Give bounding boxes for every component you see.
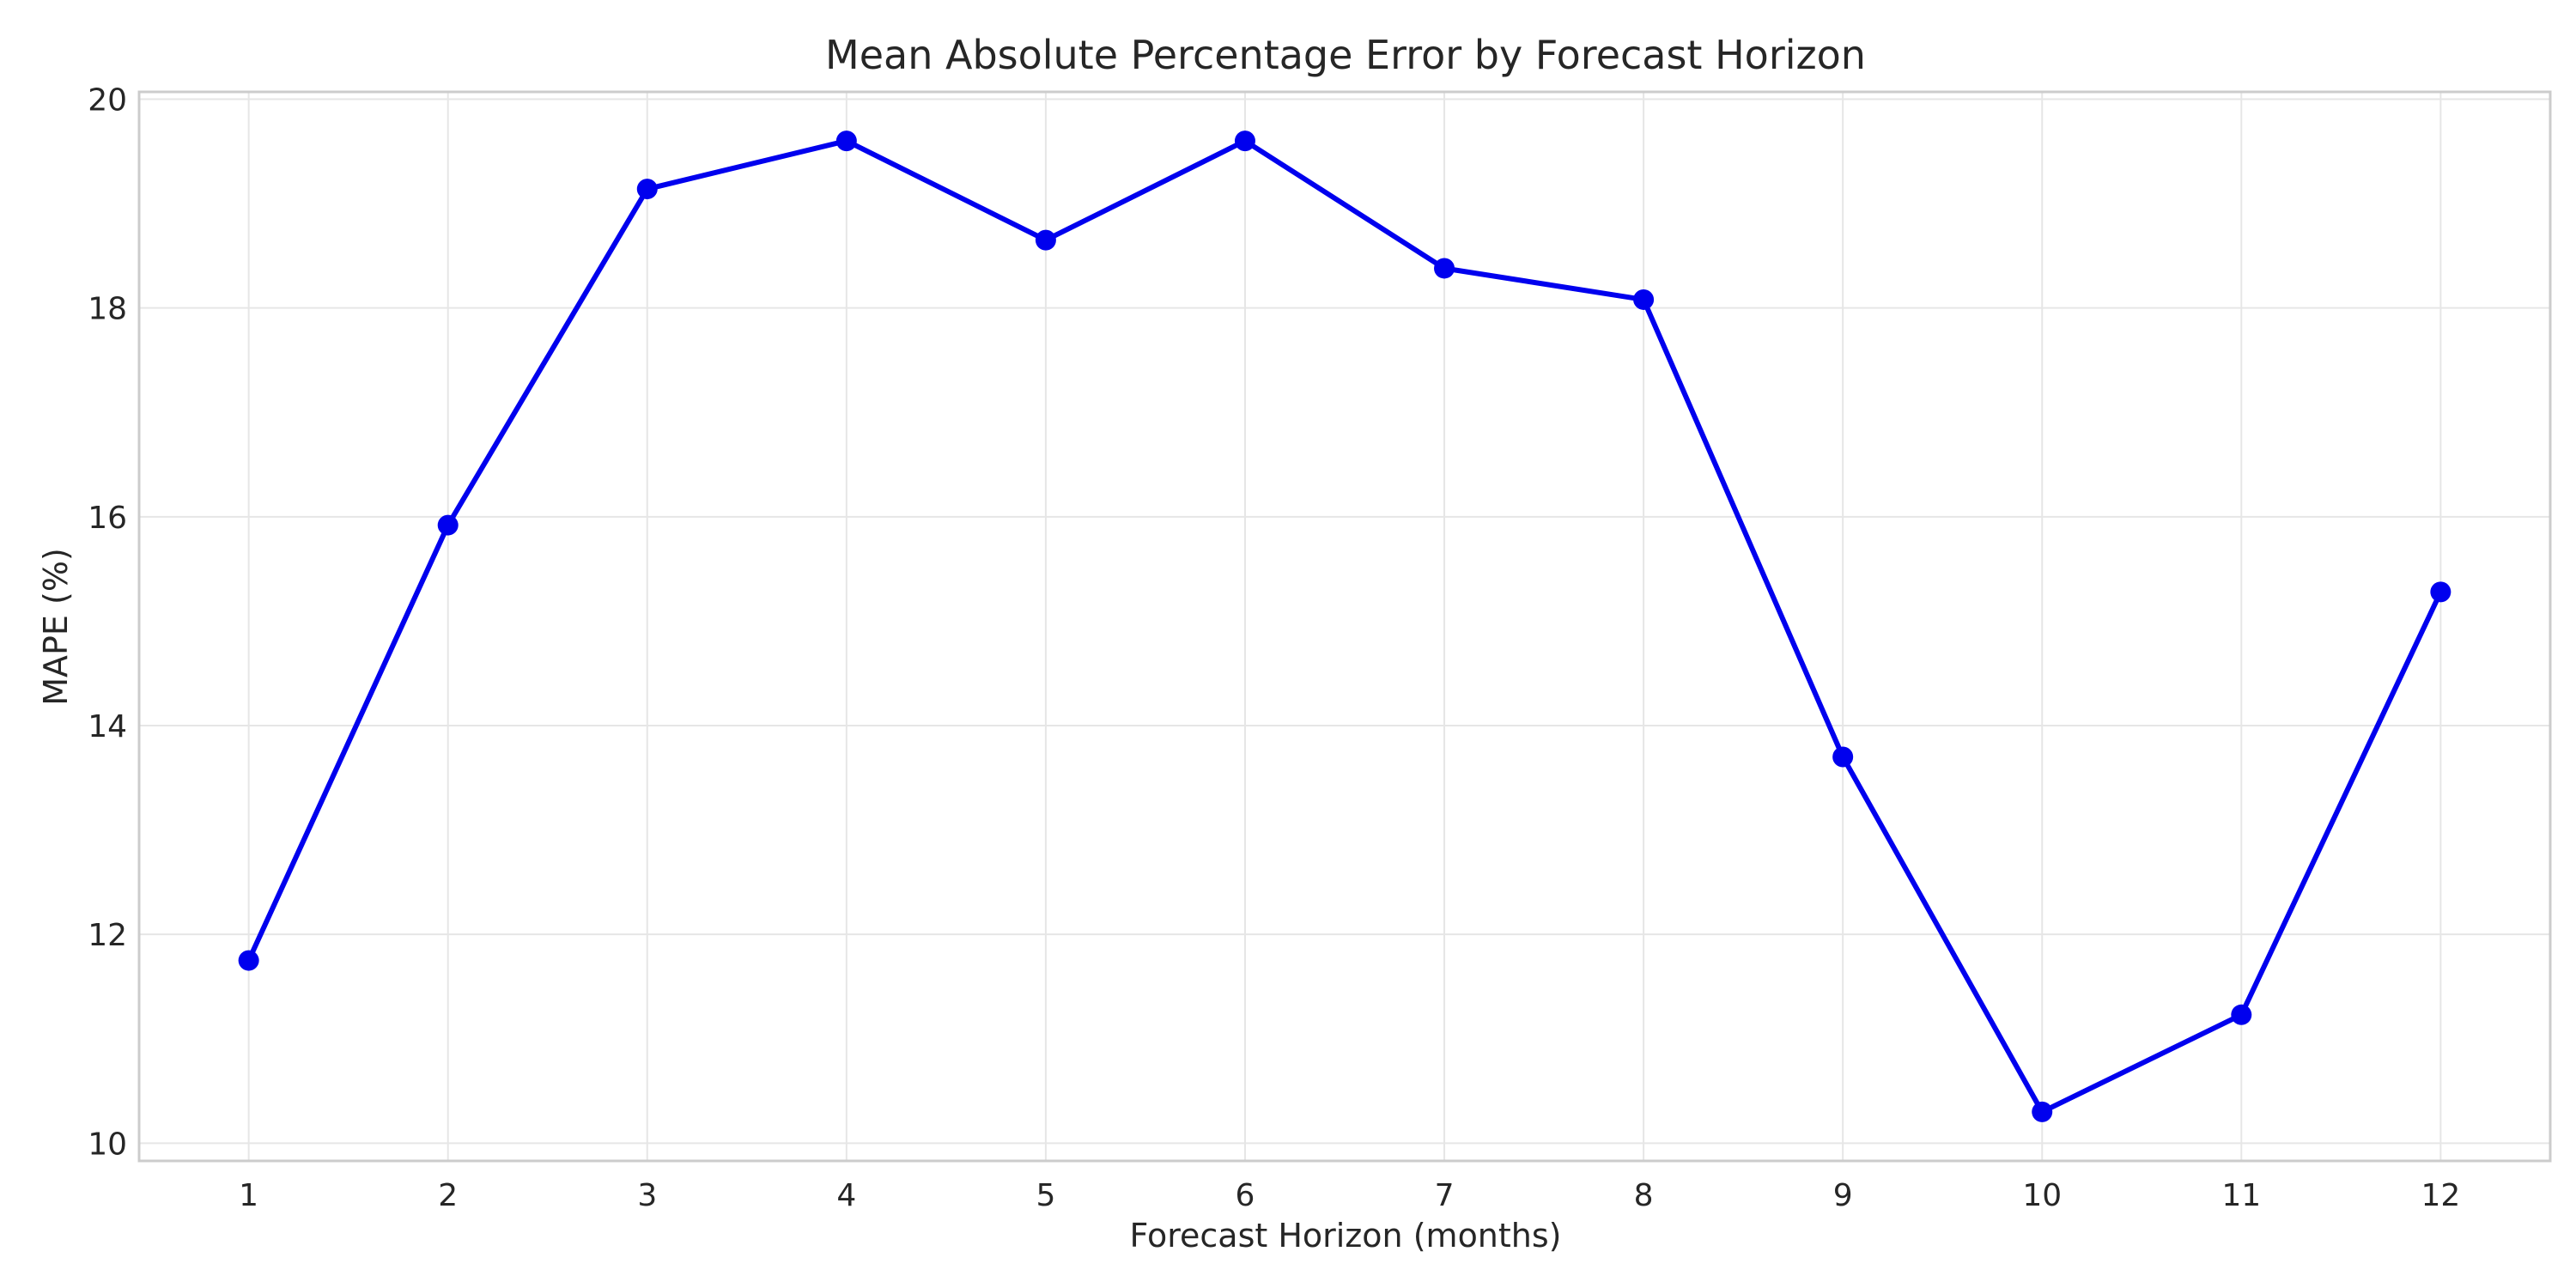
x-tick-label: 6 (1236, 1178, 1255, 1213)
y-tick-label: 16 (88, 501, 127, 536)
plot-frame (137, 90, 2552, 1163)
x-tick-label: 1 (239, 1178, 258, 1213)
data-point (2032, 1101, 2053, 1122)
chart-title: Mean Absolute Percentage Error by Foreca… (825, 32, 1866, 78)
y-tick-label: 12 (88, 918, 127, 953)
series-line (246, 138, 2444, 1115)
x-tick-labels: 1 2 3 4 5 6 7 8 9 10 11 12 (239, 1178, 2460, 1213)
data-point (1832, 746, 1854, 768)
y-tick-label: 14 (88, 709, 127, 744)
data-point (2231, 1004, 2252, 1025)
x-tick-label: 7 (1435, 1178, 1455, 1213)
y-axis-label: MAPE (%) (37, 548, 75, 706)
data-point (2430, 581, 2451, 603)
data-point (1035, 229, 1056, 251)
data-point (437, 514, 459, 536)
x-axis-label: Forecast Horizon (months) (1129, 1217, 1561, 1255)
y-tick-label: 18 (88, 292, 127, 327)
grid (139, 92, 2550, 1161)
y-tick-label: 10 (88, 1127, 127, 1162)
data-point (636, 179, 658, 200)
y-tick-labels: 10 12 14 16 18 20 (88, 83, 127, 1163)
x-tick-label: 3 (637, 1178, 657, 1213)
data-point (238, 950, 259, 971)
series-layer (238, 131, 2451, 1122)
x-tick-label: 12 (2421, 1178, 2460, 1213)
x-tick-label: 10 (2022, 1178, 2062, 1213)
x-tick-label: 4 (836, 1178, 856, 1213)
data-point (1234, 131, 1255, 152)
x-tick-label: 9 (1833, 1178, 1853, 1213)
x-tick-label: 2 (438, 1178, 458, 1213)
data-point (1633, 289, 1655, 310)
y-tick-label: 20 (88, 83, 127, 118)
x-tick-label: 5 (1036, 1178, 1055, 1213)
x-tick-label: 11 (2221, 1178, 2261, 1213)
data-point (835, 131, 857, 152)
data-point (1434, 258, 1455, 279)
x-tick-label: 8 (1634, 1178, 1654, 1213)
